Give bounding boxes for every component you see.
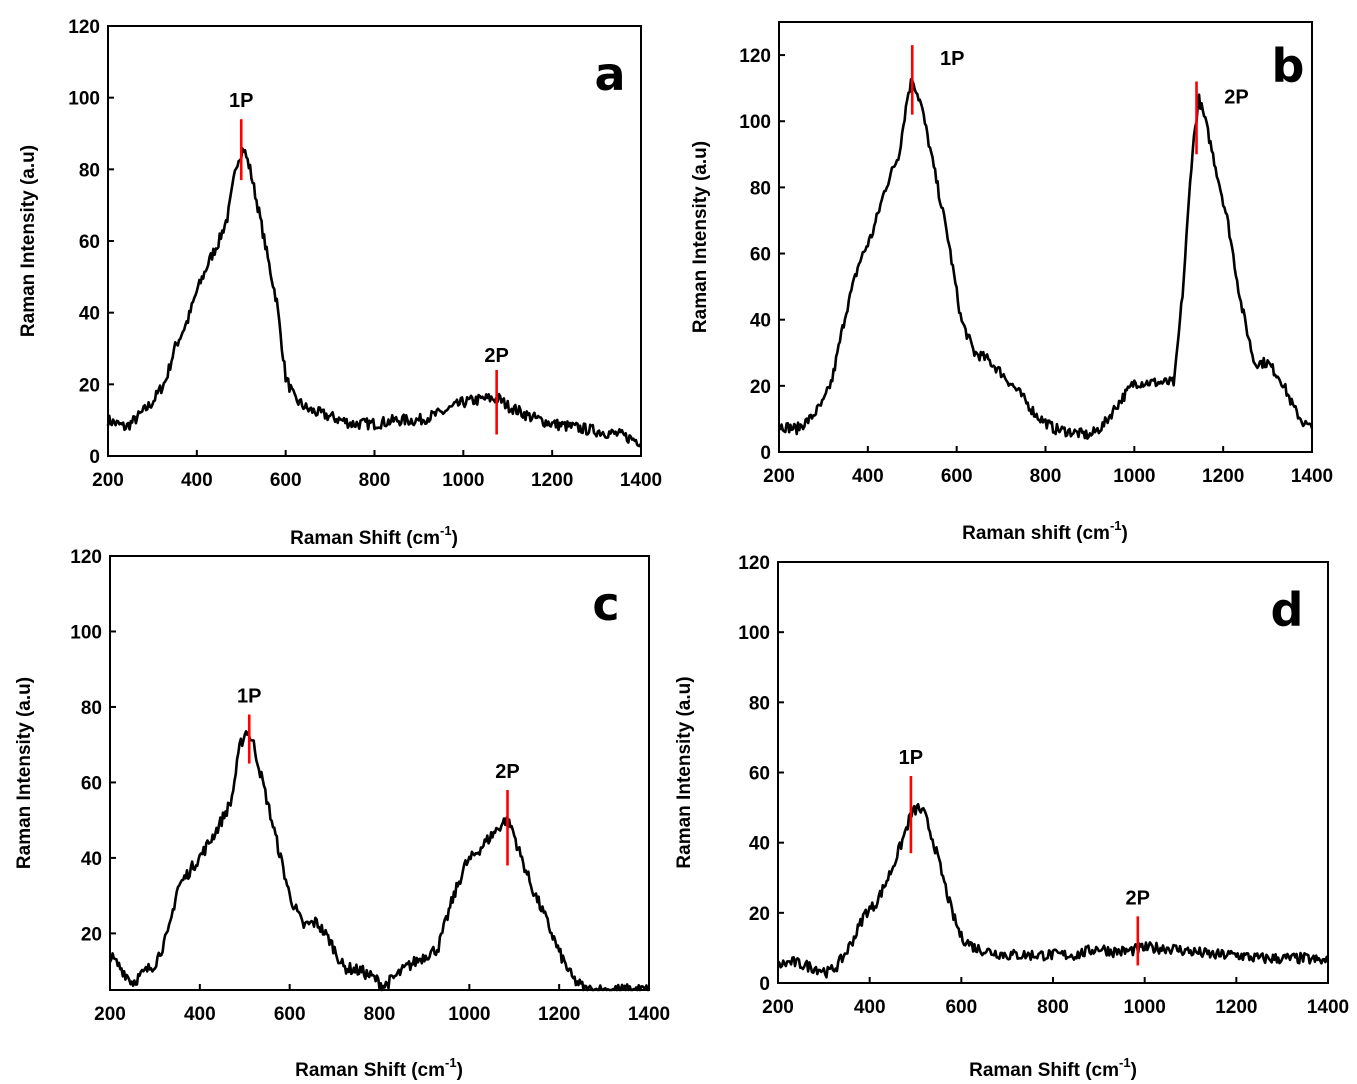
x-axis-title-sup: -1 <box>1119 1055 1131 1070</box>
x-axis-title-close: ) <box>457 1060 463 1081</box>
y-tick-label: 60 <box>750 245 771 266</box>
y-tick-label: 80 <box>750 178 771 199</box>
panel-letter: c <box>592 577 619 631</box>
panel-letter: b <box>1272 39 1305 93</box>
y-tick-label: 20 <box>750 377 771 398</box>
raman-spectrum-line <box>777 803 1330 979</box>
y-axis-title: Raman Intensity (a.u) <box>18 145 39 337</box>
x-tick-label: 400 <box>184 1004 216 1025</box>
y-tick-label: 0 <box>759 974 770 995</box>
peak-label-1p: 1P <box>940 48 964 70</box>
y-tick-label: 40 <box>81 849 102 870</box>
x-tick-label: 1000 <box>1113 466 1155 487</box>
x-axis-title: Raman Shift (cm-1) <box>290 523 458 549</box>
panel-b: 200 400 600 800 1000 1200 1400 0 20 40 60 80 100 120 R… <box>690 21 1333 544</box>
x-tick-label: 1000 <box>1124 997 1166 1018</box>
panel-letter: a <box>594 47 625 101</box>
y-tick-label: 20 <box>81 924 102 945</box>
x-axis-title: Raman shift (cm-1) <box>962 518 1128 544</box>
x-axis-title-main: Raman Shift (cm <box>969 1060 1119 1081</box>
x-axis-title-sup: -1 <box>440 523 452 538</box>
raman-spectrum-line <box>777 78 1314 440</box>
x-tick-label: 400 <box>181 470 213 491</box>
plot-frame <box>107 25 642 457</box>
y-tick-label: 100 <box>68 89 100 110</box>
peak-label-2p: 2P <box>1224 87 1248 109</box>
x-tick-label: 200 <box>762 997 794 1018</box>
x-axis-title-close: ) <box>1122 523 1128 544</box>
raman-spectrum-line <box>106 147 643 448</box>
x-axis-title: Raman Shift (cm-1) <box>969 1055 1137 1081</box>
x-tick-label: 200 <box>763 466 795 487</box>
peak-label-1p: 1P <box>229 90 253 112</box>
x-tick-label: 1400 <box>1307 997 1349 1018</box>
y-tick-label: 120 <box>738 553 770 574</box>
y-axis-title: Raman Intensity (a.u) <box>674 676 695 868</box>
y-tick-label: 0 <box>760 443 771 464</box>
y-tick-label: 20 <box>749 904 770 925</box>
x-axis-title-close: ) <box>1131 1060 1137 1081</box>
x-tick-label: 200 <box>94 1004 126 1025</box>
x-axis-title-sup: -1 <box>1110 518 1122 533</box>
y-tick-label: 100 <box>739 112 771 133</box>
y-tick-label: 60 <box>81 773 102 794</box>
x-axis-title-sup: -1 <box>445 1055 457 1070</box>
y-tick-label: 120 <box>68 17 100 38</box>
x-axis-title-close: ) <box>452 528 458 549</box>
y-tick-label: 40 <box>79 304 100 325</box>
y-tick-label: 100 <box>70 622 102 643</box>
x-tick-label: 1200 <box>1215 997 1257 1018</box>
peak-label-1p: 1P <box>237 686 261 708</box>
raman-spectrum-line <box>108 729 650 992</box>
x-tick-label: 1400 <box>1291 466 1333 487</box>
x-tick-label: 1200 <box>531 470 573 491</box>
x-tick-label: 1200 <box>1202 466 1244 487</box>
x-axis-title-main: Raman shift (cm <box>962 523 1110 544</box>
y-axis-title: Raman Intensity (a.u) <box>14 677 35 869</box>
y-tick-label: 120 <box>70 547 102 568</box>
x-tick-label: 600 <box>270 470 302 491</box>
y-tick-label: 40 <box>750 311 771 332</box>
x-tick-label: 800 <box>364 1004 396 1025</box>
panel-a: 200 400 600 800 1000 1200 1400 0 20 40 60 80 100 120 R… <box>18 17 662 549</box>
y-tick-label: 80 <box>749 693 770 714</box>
x-axis-title: Raman Shift (cm-1) <box>295 1055 463 1081</box>
x-tick-label: 800 <box>1037 997 1069 1018</box>
panel-d: 200 400 600 800 1000 1200 1400 0 20 40 60 80 100 120 R… <box>674 553 1349 1081</box>
x-tick-label: 1400 <box>620 470 662 491</box>
x-tick-label: 400 <box>854 997 886 1018</box>
x-tick-label: 600 <box>274 1004 306 1025</box>
y-axis-title: Raman Intensity (a.u) <box>690 141 711 333</box>
peak-label-1p: 1P <box>899 747 923 769</box>
x-tick-label: 1200 <box>538 1004 580 1025</box>
y-tick-label: 20 <box>79 375 100 396</box>
x-axis-title-main: Raman Shift (cm <box>295 1060 445 1081</box>
y-tick-label: 100 <box>738 623 770 644</box>
x-tick-label: 200 <box>92 470 124 491</box>
panel-c: 200 400 600 800 1000 1200 1400 20 40 60 80 100 120 Ra… <box>14 547 670 1081</box>
peak-label-2p: 2P <box>1126 887 1150 909</box>
x-tick-label: 800 <box>359 470 391 491</box>
x-tick-label: 800 <box>1030 466 1062 487</box>
x-tick-label: 400 <box>852 466 884 487</box>
peak-label-2p: 2P <box>495 761 519 783</box>
x-tick-label: 600 <box>941 466 973 487</box>
y-tick-label: 40 <box>749 834 770 855</box>
x-axis-title-main: Raman Shift (cm <box>290 528 440 549</box>
x-tick-label: 1000 <box>442 470 484 491</box>
y-tick-label: 60 <box>79 232 100 253</box>
y-tick-label: 80 <box>79 160 100 181</box>
x-tick-label: 1000 <box>448 1004 490 1025</box>
y-tick-label: 0 <box>89 447 100 468</box>
panel-letter: d <box>1271 583 1304 637</box>
x-tick-label: 1400 <box>628 1004 670 1025</box>
y-tick-label: 120 <box>739 46 771 67</box>
plot-frame <box>109 555 650 991</box>
y-tick-label: 60 <box>749 764 770 785</box>
x-tick-label: 600 <box>945 997 977 1018</box>
y-tick-label: 80 <box>81 698 102 719</box>
peak-label-2p: 2P <box>484 345 508 367</box>
